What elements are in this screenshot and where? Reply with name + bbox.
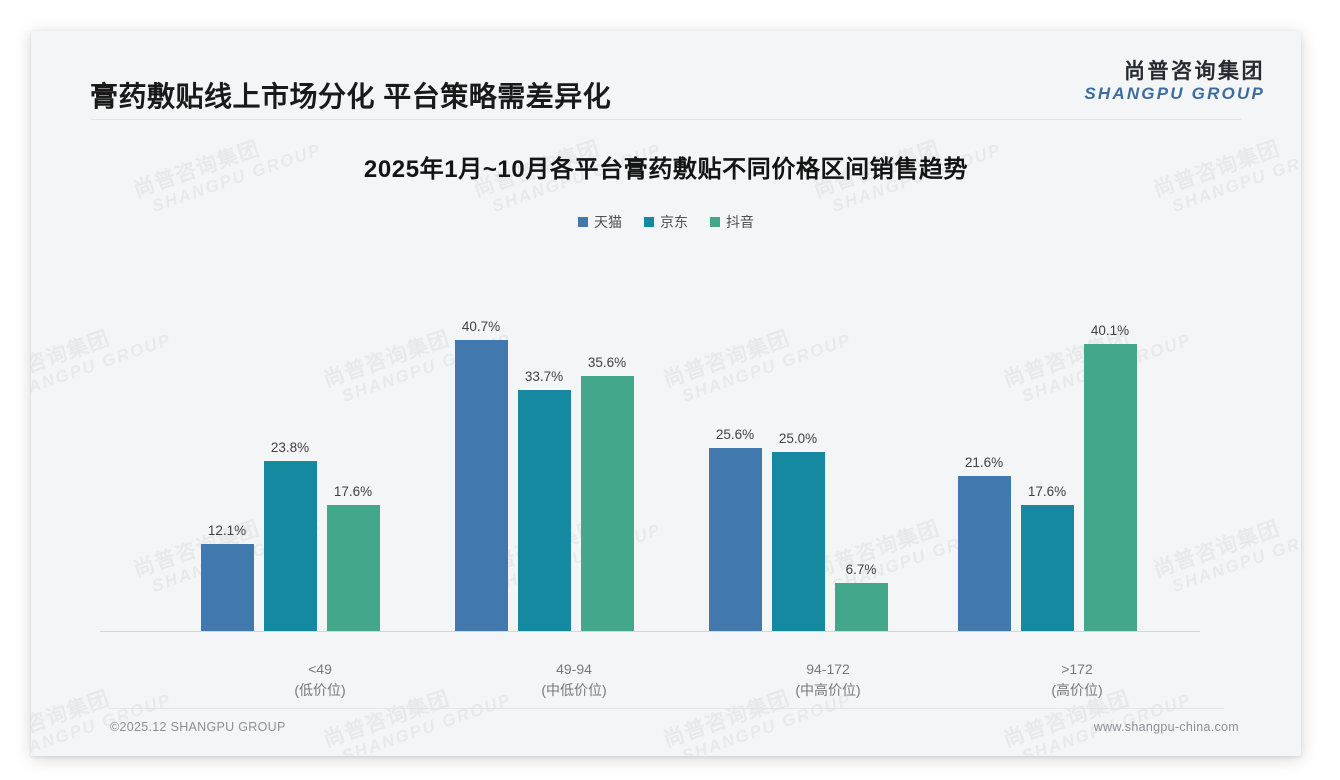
bar-抖音-<49[interactable]: 17.6% [326, 201, 380, 631]
bar-天猫-49-94[interactable]: 40.7% [454, 201, 508, 631]
legend-label: 抖音 [726, 214, 754, 230]
legend-swatch-icon [710, 217, 720, 227]
x-axis-label-94-172: 94-172 (中高价位) [728, 659, 928, 701]
bar-value-label: 17.6% [1027, 484, 1067, 500]
bar-rect[interactable] [708, 447, 762, 631]
x-axis-label-main: <49 [308, 661, 332, 677]
bar-value-label: 17.6% [333, 484, 373, 500]
legend-swatch-icon [578, 217, 588, 227]
bar-group-49-94: 40.7% 33.7% 35.6% [444, 201, 644, 631]
brand-logo-en: SHANGPU GROUP [1084, 84, 1265, 104]
bar-rect[interactable] [517, 389, 571, 631]
bar-value-label: 25.0% [778, 431, 818, 447]
brand-logo-cn: 尚普咨询集团 [1124, 60, 1265, 83]
bar-group-94-172: 25.6% 25.0% 6.7% [698, 201, 898, 631]
legend-item-京东[interactable]: 京东 [644, 212, 688, 232]
x-axis-label-sub: (低价位) [294, 682, 346, 698]
brand-logo: 尚普咨询集团 SHANGPU GROUP [1084, 60, 1265, 104]
footer-website: www.shangpu-china.com [1093, 720, 1239, 734]
bar-抖音-49-94[interactable]: 35.6% [580, 201, 634, 631]
bar-rect[interactable] [326, 505, 380, 631]
bar-value-label: 12.1% [207, 523, 247, 539]
footer-divider [109, 708, 1224, 709]
x-axis-label-main: 94-172 [806, 661, 850, 677]
x-axis-line [100, 631, 1200, 632]
x-axis-label-49-94: 49-94 (中低价位) [474, 659, 674, 701]
bar-rect[interactable] [263, 460, 317, 631]
x-axis-label-main: 49-94 [556, 661, 592, 677]
bar-天猫->172[interactable]: 21.6% [957, 201, 1011, 631]
bar-value-label: 25.6% [715, 426, 755, 442]
bar-抖音->172[interactable]: 40.1% [1083, 201, 1137, 631]
legend-item-抖音[interactable]: 抖音 [710, 212, 754, 232]
page-title: 膏药敷贴线上市场分化 平台策略需差异化 [90, 81, 612, 112]
bar-rect[interactable] [957, 476, 1011, 631]
legend-label: 京东 [660, 214, 688, 230]
bar-rect[interactable] [580, 376, 634, 631]
bar-京东-94-172[interactable]: 25.0% [771, 201, 825, 631]
footer-copyright: ©2025.12 SHANGPU GROUP [110, 720, 286, 734]
legend-swatch-icon [644, 217, 654, 227]
chart-legend: 天猫 京东 抖音 [31, 212, 1301, 232]
bar-rect[interactable] [200, 544, 254, 631]
slide-card: 尚普咨询集团 SHANGPU GROUP 尚普咨询集团 SHANGPU GROUP 尚普… [31, 31, 1301, 756]
bar-京东->172[interactable]: 17.6% [1020, 201, 1074, 631]
bar-rect[interactable] [834, 583, 888, 631]
x-axis-label-<49: <49 (低价位) [220, 659, 420, 701]
bar-group->172: 21.6% 17.6% 40.1% [947, 201, 1147, 631]
x-axis-label-sub: (高价位) [1051, 682, 1103, 698]
x-axis-label-sub: (中高价位) [795, 682, 861, 698]
chart-title: 2025年1月~10月各平台膏药敷贴不同价格区间销售趋势 [363, 156, 969, 183]
bar-group-<49: 12.1% 23.8% 17.6% [190, 201, 390, 631]
bar-rect[interactable] [454, 339, 508, 631]
bar-京东-49-94[interactable]: 33.7% [517, 201, 571, 631]
bar-rect[interactable] [1020, 505, 1074, 631]
bar-rect[interactable] [1083, 344, 1137, 631]
bar-value-label: 40.1% [1090, 323, 1130, 339]
x-axis-label-main: >172 [1061, 661, 1093, 677]
x-axis-label-sub: (中低价位) [541, 682, 607, 698]
bar-天猫-<49[interactable]: 12.1% [200, 201, 254, 631]
bar-value-label: 6.7% [845, 562, 877, 578]
bar-value-label: 21.6% [964, 455, 1004, 471]
x-axis-label->172: >172 (高价位) [977, 659, 1177, 701]
plot-area: 12.1% 23.8% 17.6% 40.7% 33.7% 35.6% 25.6% 25.0%… [31, 31, 1301, 756]
bar-value-label: 35.6% [587, 355, 627, 371]
bar-rect[interactable] [771, 452, 825, 631]
header-divider [91, 119, 1241, 120]
legend-item-天猫[interactable]: 天猫 [578, 212, 622, 232]
bar-value-label: 23.8% [270, 439, 310, 455]
bar-value-label: 33.7% [524, 368, 564, 384]
legend-label: 天猫 [594, 214, 622, 230]
bar-value-label: 40.7% [461, 318, 501, 334]
bar-抖音-94-172[interactable]: 6.7% [834, 201, 888, 631]
bar-天猫-94-172[interactable]: 25.6% [708, 201, 762, 631]
bar-京东-<49[interactable]: 23.8% [263, 201, 317, 631]
slide-header: 膏药敷贴线上市场分化 平台策略需差异化 尚普咨询集团 SHANGPU GROUP [31, 31, 1301, 119]
